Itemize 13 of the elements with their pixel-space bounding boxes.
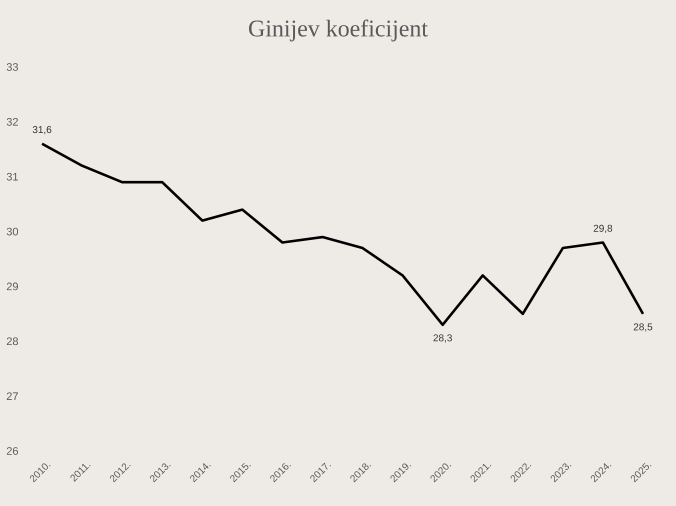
y-tick-label: 27 [6,392,18,400]
data-label: 29,8 [594,224,612,234]
y-tick-label: 28 [6,337,18,346]
y-tick-label: 29 [6,282,18,290]
y-tick-label: 33 [6,63,18,71]
y-tick-label: 31 [6,172,18,181]
chart-title: Ginijev koeficijent [249,20,428,42]
data-label: 28,3 [433,334,452,343]
y-tick-label: 26 [6,447,18,455]
data-label: 28,5 [634,323,652,332]
y-tick-label: 32 [6,118,18,126]
y-tick-label: 30 [6,228,18,236]
data-label: 31,6 [32,126,52,134]
